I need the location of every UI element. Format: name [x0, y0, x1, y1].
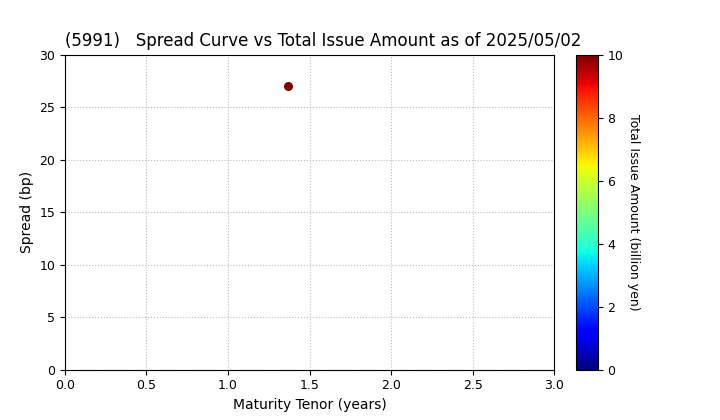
Y-axis label: Spread (bp): Spread (bp)	[19, 171, 34, 253]
X-axis label: Maturity Tenor (years): Maturity Tenor (years)	[233, 398, 387, 412]
Text: (5991)   Spread Curve vs Total Issue Amount as of 2025/05/02: (5991) Spread Curve vs Total Issue Amoun…	[65, 32, 581, 50]
Y-axis label: Total Issue Amount (billion yen): Total Issue Amount (billion yen)	[627, 114, 640, 310]
Point	[283, 83, 294, 89]
